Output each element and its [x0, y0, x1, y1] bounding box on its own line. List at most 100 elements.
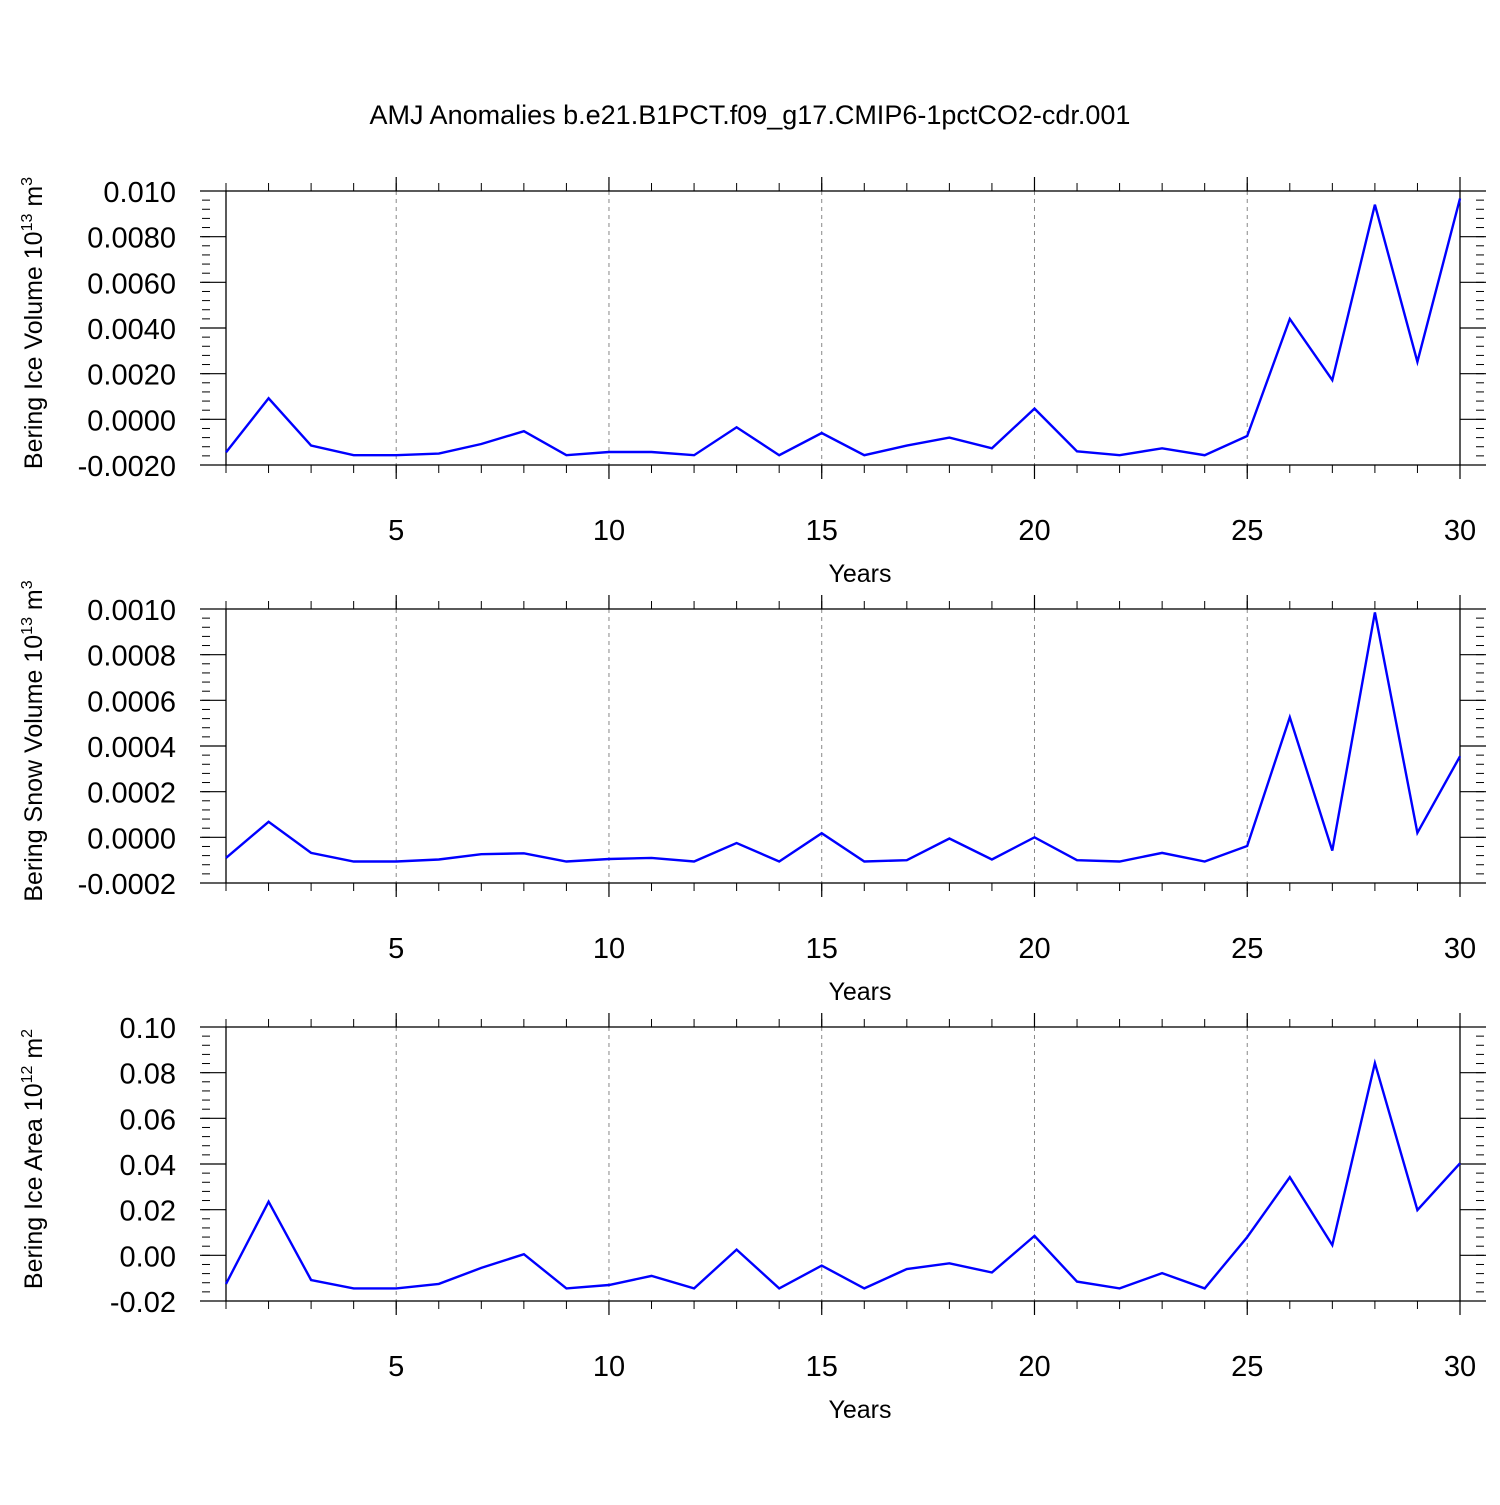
data-point [1331, 379, 1333, 381]
data-point [1076, 859, 1078, 861]
x-tick-label: 10 [593, 933, 625, 965]
x-tick-label: 25 [1231, 1351, 1263, 1383]
data-point [225, 451, 227, 453]
data-point [906, 444, 908, 446]
data-point [438, 1283, 440, 1285]
data-point [1203, 454, 1205, 456]
y-tick-label: -0.02 [110, 1287, 176, 1319]
data-point [1246, 435, 1248, 437]
data-point [395, 860, 397, 862]
y-tick-label: 0.0006 [87, 686, 176, 718]
data-point [650, 451, 652, 453]
data-point [948, 837, 950, 839]
y-tick-label: 0.0002 [87, 778, 176, 810]
y-tick-label: -0.0002 [78, 869, 176, 901]
data-point [650, 857, 652, 859]
y-tick-label: 0.06 [120, 1104, 176, 1136]
data-point [1246, 845, 1248, 847]
y-axis-label: Bering Ice Volume 1013 m3 [19, 177, 48, 469]
data-point [863, 860, 865, 862]
data-point [1161, 1272, 1163, 1274]
data-point [225, 1283, 227, 1285]
y-tick-label: 0.10 [120, 1013, 176, 1045]
data-point [1076, 1280, 1078, 1282]
data-point [267, 1200, 269, 1202]
data-point [906, 1268, 908, 1270]
data-point [1416, 832, 1418, 834]
data-point [948, 1262, 950, 1264]
x-tick-label: 15 [806, 515, 838, 547]
data-point [693, 454, 695, 456]
x-tick-label: 30 [1444, 1351, 1476, 1383]
data-point [991, 858, 993, 860]
y-tick-label: 0.0020 [87, 360, 176, 392]
data-point [821, 1264, 823, 1266]
data-point [565, 454, 567, 456]
data-point [650, 1275, 652, 1277]
x-tick-label: 25 [1231, 933, 1263, 965]
y-tick-label: 0.08 [120, 1059, 176, 1091]
x-axis-label: Years [828, 560, 891, 588]
y-tick-label: -0.0020 [78, 451, 176, 483]
data-point [565, 860, 567, 862]
data-point [352, 454, 354, 456]
data-point [310, 852, 312, 854]
x-axis-label: Years [828, 978, 891, 1006]
y-tick-label: 0.0000 [87, 405, 176, 437]
data-point [1416, 361, 1418, 363]
data-point [1246, 1236, 1248, 1238]
x-tick-label: 5 [388, 933, 404, 965]
data-point [523, 852, 525, 854]
data-point [863, 1287, 865, 1289]
data-point [991, 447, 993, 449]
series-line [225, 612, 1462, 863]
data-point [1459, 197, 1461, 199]
data-point [1289, 1176, 1291, 1178]
data-point [821, 432, 823, 434]
data-point [480, 443, 482, 445]
x-axis-label: Years [828, 1396, 891, 1424]
y-tick-label: 0.0004 [87, 732, 176, 764]
data-point [438, 452, 440, 454]
data-point [1459, 755, 1461, 757]
data-point [778, 1287, 780, 1289]
y-tick-label: 0.0000 [87, 823, 176, 855]
x-tick-label: 15 [806, 1351, 838, 1383]
data-point [1416, 1209, 1418, 1211]
data-point [1374, 611, 1376, 613]
y-tick-label: 0.00 [120, 1241, 176, 1273]
data-point [1459, 1162, 1461, 1164]
y-tick-label: 0.0080 [87, 223, 176, 255]
data-point [1161, 447, 1163, 449]
data-point [310, 1279, 312, 1281]
y-tick-label: 0.02 [120, 1196, 176, 1228]
series-line [225, 198, 1462, 457]
data-point [1118, 860, 1120, 862]
panel-3: 5 10 15 20 25 30 -0.02 0.00 0.02 0.04 0.06 0.08 0.10… [19, 1013, 1486, 1424]
plot-frame [225, 608, 1461, 884]
data-point [1033, 836, 1035, 838]
data-point [523, 430, 525, 432]
x-tick-label: 30 [1444, 515, 1476, 547]
y-tick-label: 0.010 [103, 177, 176, 209]
y-tick-label: 0.0040 [87, 314, 176, 346]
data-point [693, 1287, 695, 1289]
series-line [224, 1058, 1461, 1290]
data-point [1161, 852, 1163, 854]
data-point [778, 454, 780, 456]
data-point [1076, 450, 1078, 452]
data-point [1331, 1244, 1333, 1246]
x-tick-label: 20 [1018, 515, 1050, 547]
data-point [735, 1248, 737, 1250]
data-point [1033, 407, 1035, 409]
data-point [1289, 318, 1291, 320]
data-point [735, 426, 737, 428]
data-point [267, 821, 269, 823]
data-point [821, 832, 823, 834]
data-point [1203, 1287, 1205, 1289]
data-point [735, 842, 737, 844]
data-point [863, 454, 865, 456]
figure-title: AMJ Anomalies b.e21.B1PCT.f09_g17.CMIP6-… [369, 100, 1131, 130]
